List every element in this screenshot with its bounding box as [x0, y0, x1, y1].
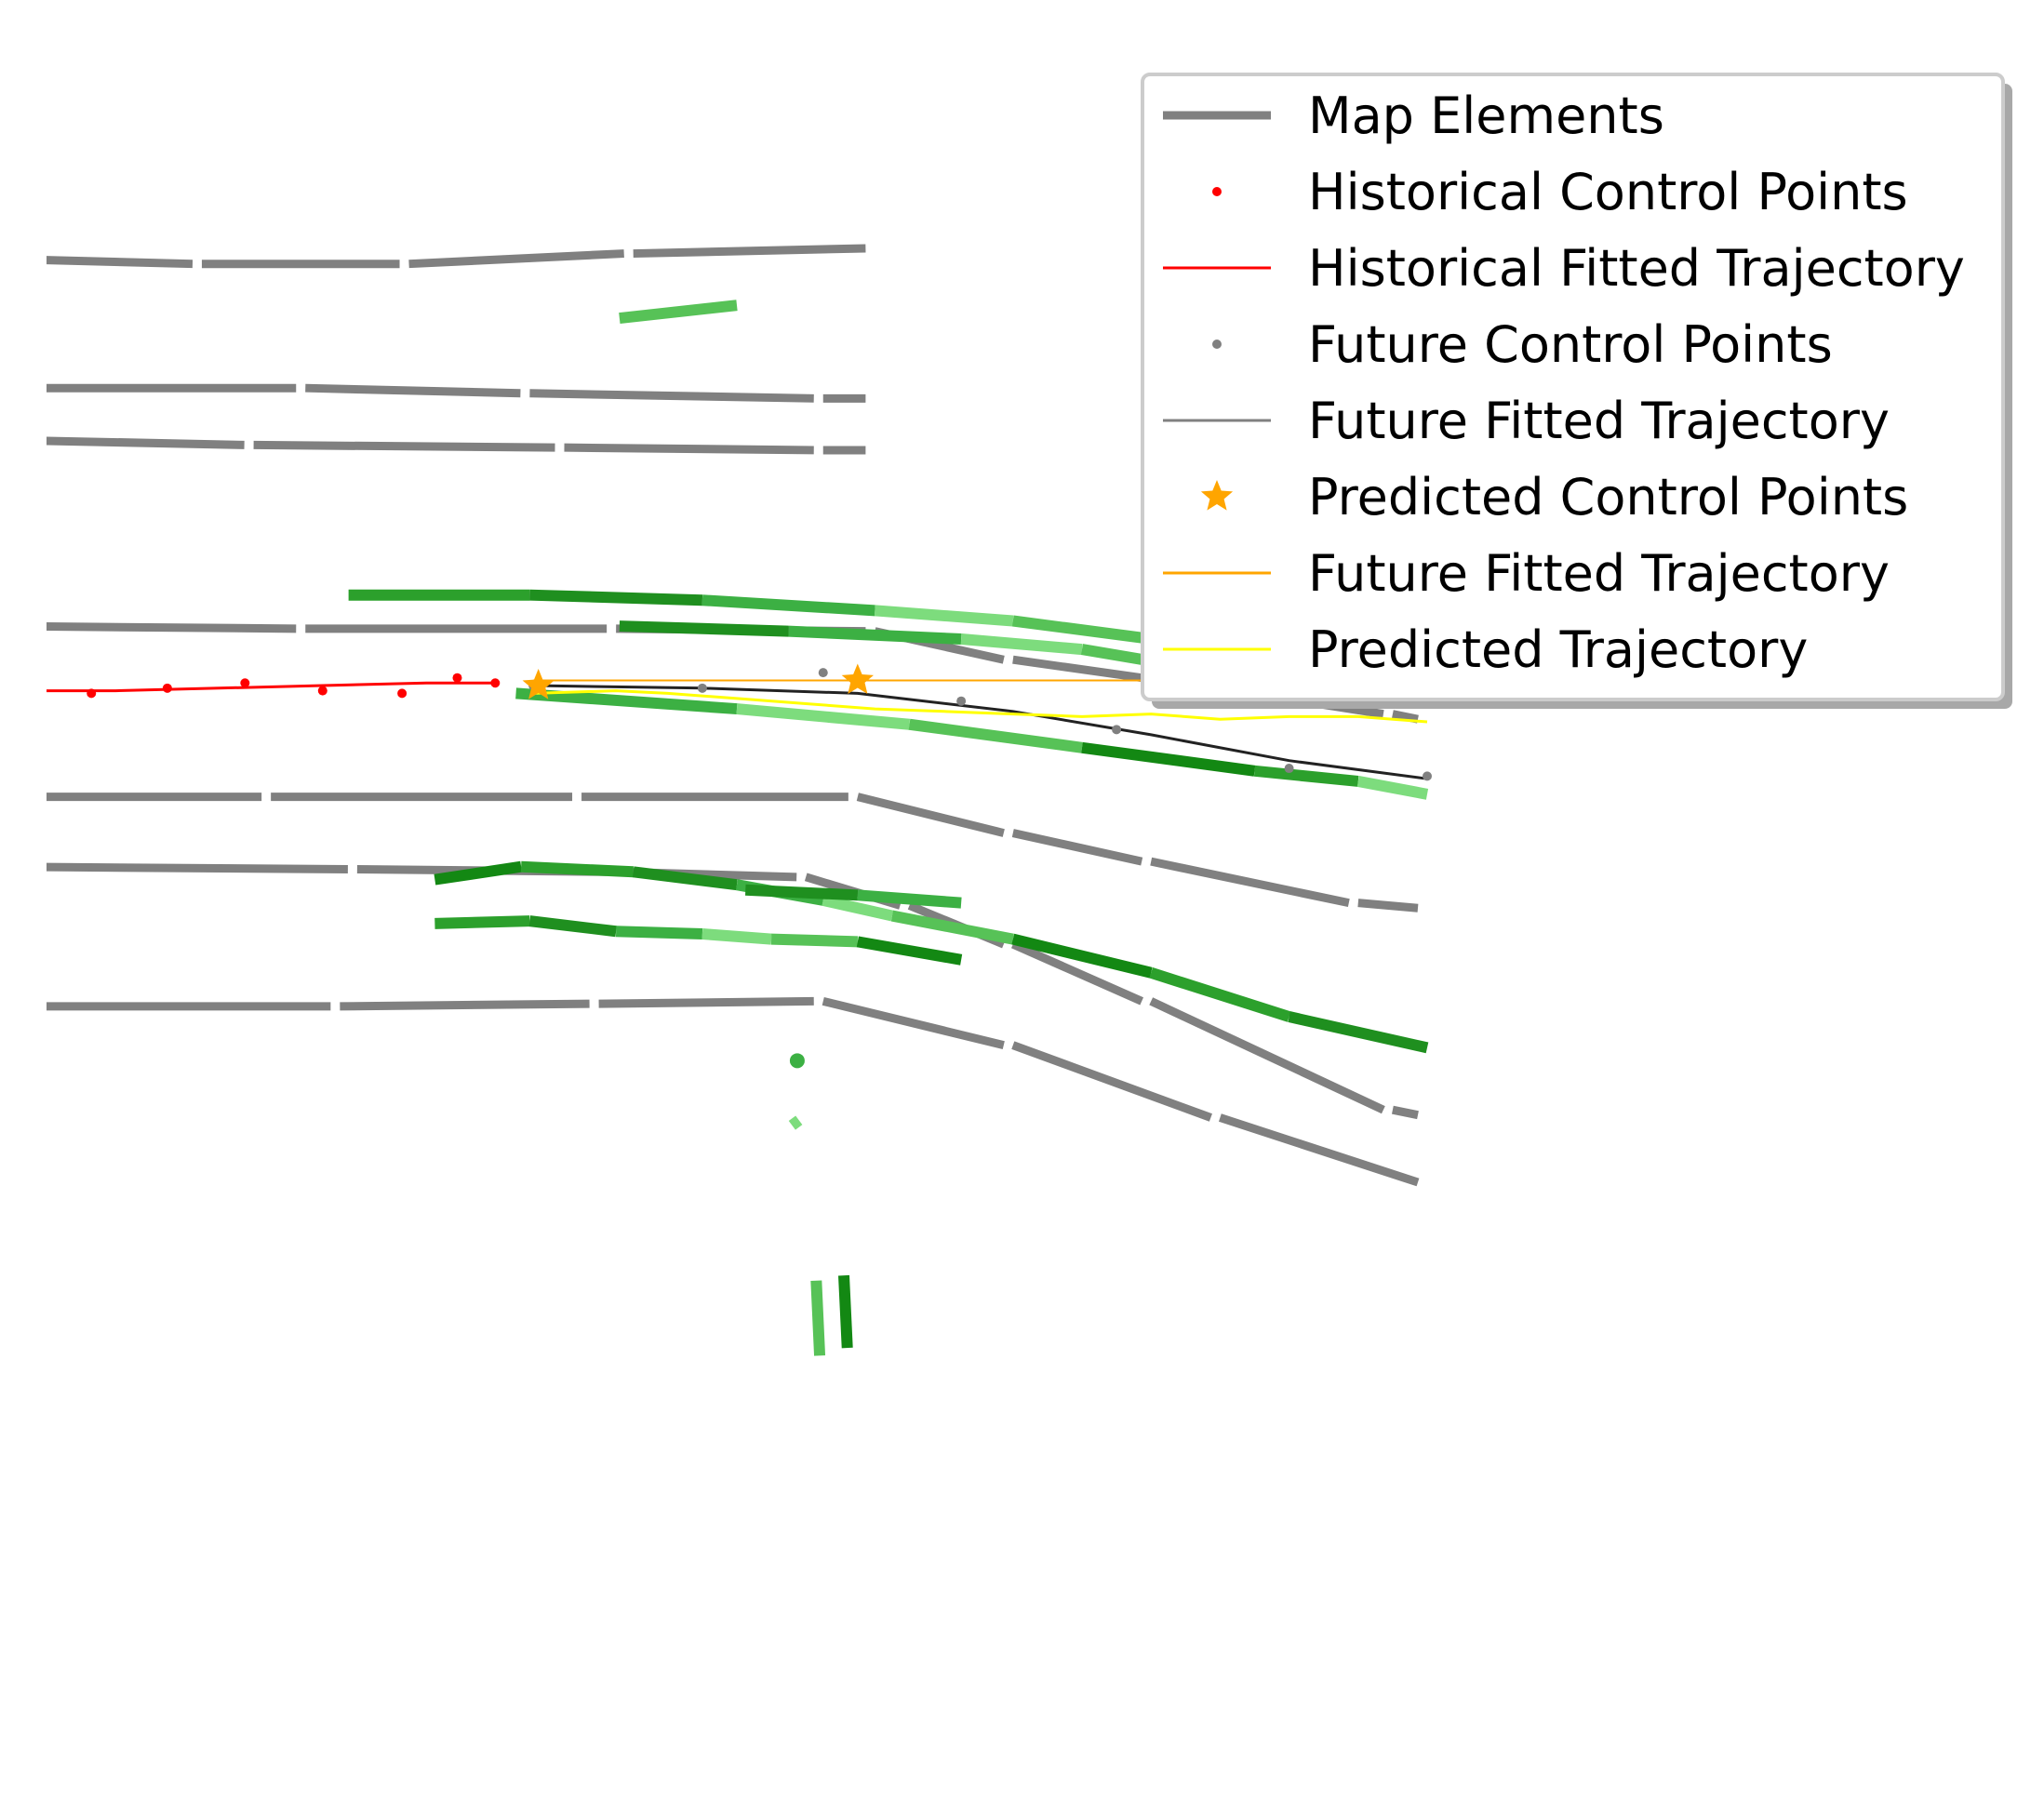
lane-segment — [810, 1280, 826, 1356]
map-element-segment — [633, 244, 866, 259]
map-element-segment — [1391, 710, 1419, 724]
lane-dot — [789, 1053, 805, 1069]
lane-segment — [874, 605, 1014, 627]
lane-segment — [736, 703, 911, 730]
map-element-segment — [856, 793, 1005, 837]
lane-segment — [1012, 615, 1152, 645]
map-element-segment — [598, 996, 814, 1008]
legend-point-handle — [1212, 187, 1222, 196]
map-element-segment — [822, 996, 1005, 1049]
legend: Map Elements Historical Control Points His… — [1141, 73, 2012, 709]
lane-segment — [619, 300, 738, 325]
map-element-segment — [253, 440, 555, 452]
lane-segment — [788, 625, 962, 645]
lane-segment — [1356, 776, 1429, 800]
map-element-segment — [1149, 997, 1385, 1114]
historical-control-point — [87, 688, 97, 699]
lane-segment — [960, 633, 1083, 656]
historical-control-point — [452, 673, 462, 683]
map-element-segment — [529, 389, 814, 403]
map-element-segment — [1391, 1105, 1419, 1120]
lane-segment — [908, 718, 1083, 753]
lane-segment — [857, 889, 962, 909]
lane-segment — [520, 860, 634, 878]
map-element-segment — [340, 999, 590, 1011]
historical-control-point — [397, 688, 407, 699]
lane-segment — [1253, 765, 1359, 787]
map-element-segment — [1150, 857, 1350, 908]
map-element-segment — [47, 862, 348, 873]
lane-segment — [701, 928, 772, 945]
lane-segment — [632, 866, 738, 891]
legend-point-handle — [1212, 340, 1222, 349]
future-control-point — [697, 683, 707, 693]
future-control-point — [1284, 764, 1294, 774]
legend-label: Predicted Control Points — [1308, 468, 1908, 526]
lane-segment — [1288, 1011, 1429, 1054]
lane-segment — [838, 1274, 853, 1349]
predicted-control-point — [841, 663, 874, 694]
lane-segment — [744, 884, 859, 901]
map-element-segment — [564, 443, 814, 455]
lane-segment — [434, 915, 530, 929]
map-element-segment — [1011, 829, 1143, 866]
trajectories-layer — [47, 663, 1432, 781]
lane-segment — [701, 594, 875, 617]
historical-fitted-trajectory — [47, 681, 496, 693]
map-element-segment — [408, 249, 624, 269]
lane-segment — [1011, 933, 1153, 979]
map-element-segment — [47, 436, 245, 449]
lane-segment — [528, 915, 617, 938]
lane-segment — [619, 620, 789, 637]
future-control-point — [1112, 725, 1122, 735]
legend-label: Historical Control Points — [1308, 163, 1908, 221]
lane-segment — [434, 860, 523, 886]
lane-segment — [615, 926, 703, 940]
lane-segment — [822, 895, 894, 922]
map-element-segment — [47, 622, 297, 633]
future-control-point — [956, 696, 967, 706]
future-control-point — [1423, 771, 1432, 781]
lane-segment — [788, 1115, 803, 1130]
map-element-segment — [1357, 899, 1419, 913]
map-element-segment — [1010, 940, 1144, 1006]
historical-control-point — [162, 683, 172, 693]
lane-segment — [529, 589, 703, 606]
map-element-segment — [305, 383, 521, 398]
map-element-segment — [1011, 1041, 1212, 1122]
lane-segment — [890, 910, 1014, 945]
predicted-trajectory — [533, 689, 1428, 724]
future-control-point — [818, 668, 828, 678]
lane-segment — [856, 936, 963, 966]
legend-star-handle — [1200, 480, 1234, 511]
lane-segment — [1081, 741, 1256, 777]
lane-segment — [1149, 967, 1291, 1022]
map-element-segment — [1219, 1113, 1420, 1187]
legend-frame — [1141, 73, 2005, 701]
lane-segment — [770, 933, 859, 948]
predicted-control-point — [522, 669, 554, 699]
legend-label: Future Control Points — [1308, 315, 1833, 374]
legend-label: Historical Fitted Trajectory — [1308, 239, 1965, 298]
lane-segment — [515, 687, 738, 715]
historical-control-point — [317, 686, 327, 696]
legend-label: Map Elements — [1308, 87, 1664, 145]
historical-control-point — [490, 678, 501, 688]
map-element-segment — [1012, 655, 1142, 683]
legend-label: Future Fitted Trajectory — [1308, 544, 1890, 603]
legend-label: Predicted Trajectory — [1308, 620, 1808, 679]
historical-control-point — [240, 678, 250, 688]
map-element-segment — [47, 256, 194, 269]
legend-label: Future Fitted Trajectory — [1308, 392, 1890, 450]
